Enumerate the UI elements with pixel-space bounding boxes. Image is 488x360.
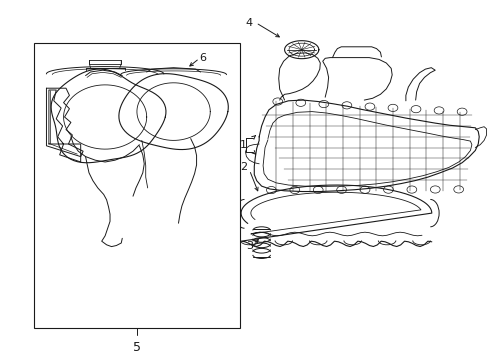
- Text: 3: 3: [245, 241, 252, 251]
- Text: 2: 2: [240, 162, 246, 172]
- Text: 6: 6: [199, 53, 206, 63]
- Bar: [34, 43, 239, 328]
- Text: 4: 4: [245, 18, 252, 28]
- Text: 5: 5: [133, 341, 141, 354]
- Text: 1: 1: [240, 140, 246, 150]
